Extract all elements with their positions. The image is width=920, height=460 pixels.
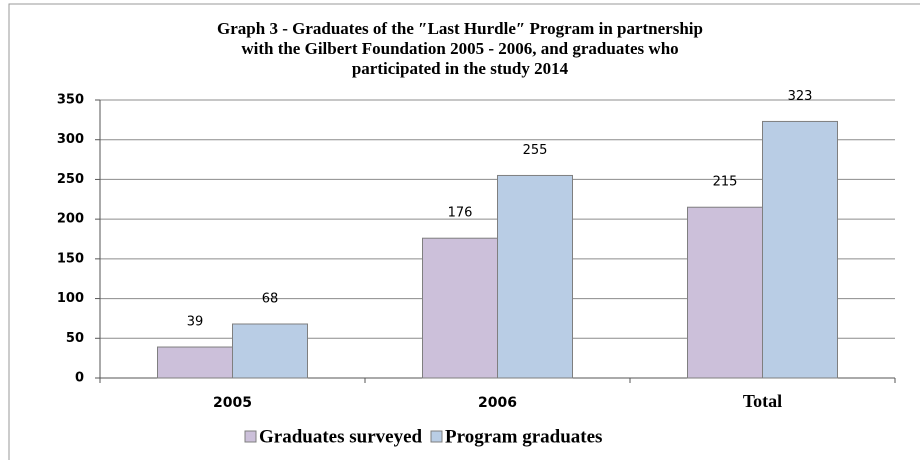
y-tick-label: 150 xyxy=(57,251,84,266)
value-label: 68 xyxy=(262,291,279,306)
y-tick-label: 200 xyxy=(57,212,84,227)
bar xyxy=(497,174,573,379)
value-label: 215 xyxy=(713,175,738,190)
legend-label: Program graduates xyxy=(445,426,602,447)
legend-label: Graduates surveyed xyxy=(259,426,423,447)
legend-swatch xyxy=(244,430,257,443)
value-label: 176 xyxy=(448,206,473,221)
value-label: 323 xyxy=(788,89,813,104)
x-tick-label: 2005 xyxy=(213,395,252,411)
chart-title: participated in the study 2014 xyxy=(352,59,569,78)
chart-border xyxy=(8,3,920,460)
y-tick-label: 300 xyxy=(57,132,84,147)
value-label: 39 xyxy=(187,315,204,330)
value-label: 255 xyxy=(523,143,548,158)
y-tick-label: 350 xyxy=(57,93,84,108)
y-tick-label: 50 xyxy=(66,331,84,346)
legend-swatch xyxy=(430,430,443,443)
bar xyxy=(232,323,308,379)
bar xyxy=(687,206,763,379)
x-tick-label: 2006 xyxy=(478,395,517,411)
x-tick-label: Total xyxy=(743,391,782,411)
y-tick-label: 0 xyxy=(75,371,84,386)
chart-title: with the Gilbert Foundation 2005 - 2006,… xyxy=(241,39,678,58)
bar xyxy=(157,346,233,379)
bar xyxy=(762,120,838,379)
y-tick-label: 100 xyxy=(57,291,84,306)
chart-title: Graph 3 - Graduates of the ″Last Hurdle″… xyxy=(217,19,703,38)
y-tick-label: 250 xyxy=(57,172,84,187)
bar xyxy=(422,237,498,379)
